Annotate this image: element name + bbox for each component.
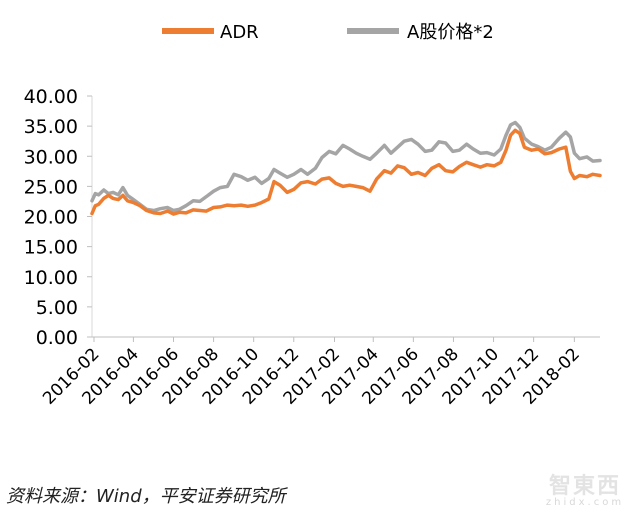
legend: ADR A股价格*2 xyxy=(162,22,494,43)
x-axis: 2016-022016-042016-062016-082016-102016-… xyxy=(39,336,600,409)
watermark-url: zhidx.com xyxy=(545,497,625,508)
legend-label: ADR xyxy=(220,22,259,43)
y-tick-label: 35.00 xyxy=(24,116,78,138)
y-tick-label: 5.00 xyxy=(36,297,78,319)
y-tick-label: 25.00 xyxy=(24,176,78,198)
y-tick-label: 0.00 xyxy=(36,327,78,349)
y-tick-label: 15.00 xyxy=(24,237,78,259)
series-line-adr xyxy=(90,128,602,216)
source-note: 资料来源：Wind，平安证券研究所 xyxy=(6,486,286,507)
y-tick-label: 30.00 xyxy=(24,146,78,168)
watermark: 智東西 zhidx.com xyxy=(544,468,626,508)
plot-lines xyxy=(90,120,602,216)
watermark-logo: 智東西 xyxy=(548,474,621,499)
y-tick-label: 40.00 xyxy=(24,86,78,108)
chart-svg: ADR A股价格*2 0.00 5.00 10.00 15.00 20.00 25.00 30… xyxy=(24,22,602,409)
y-axis: 0.00 5.00 10.00 15.00 20.00 25.00 30.00 35.00 40… xyxy=(24,86,93,349)
legend-label: A股价格*2 xyxy=(407,22,494,43)
y-tick-label: 10.00 xyxy=(24,267,78,289)
y-tick-label: 20.00 xyxy=(24,207,78,229)
series-line-a-share xyxy=(90,120,602,213)
